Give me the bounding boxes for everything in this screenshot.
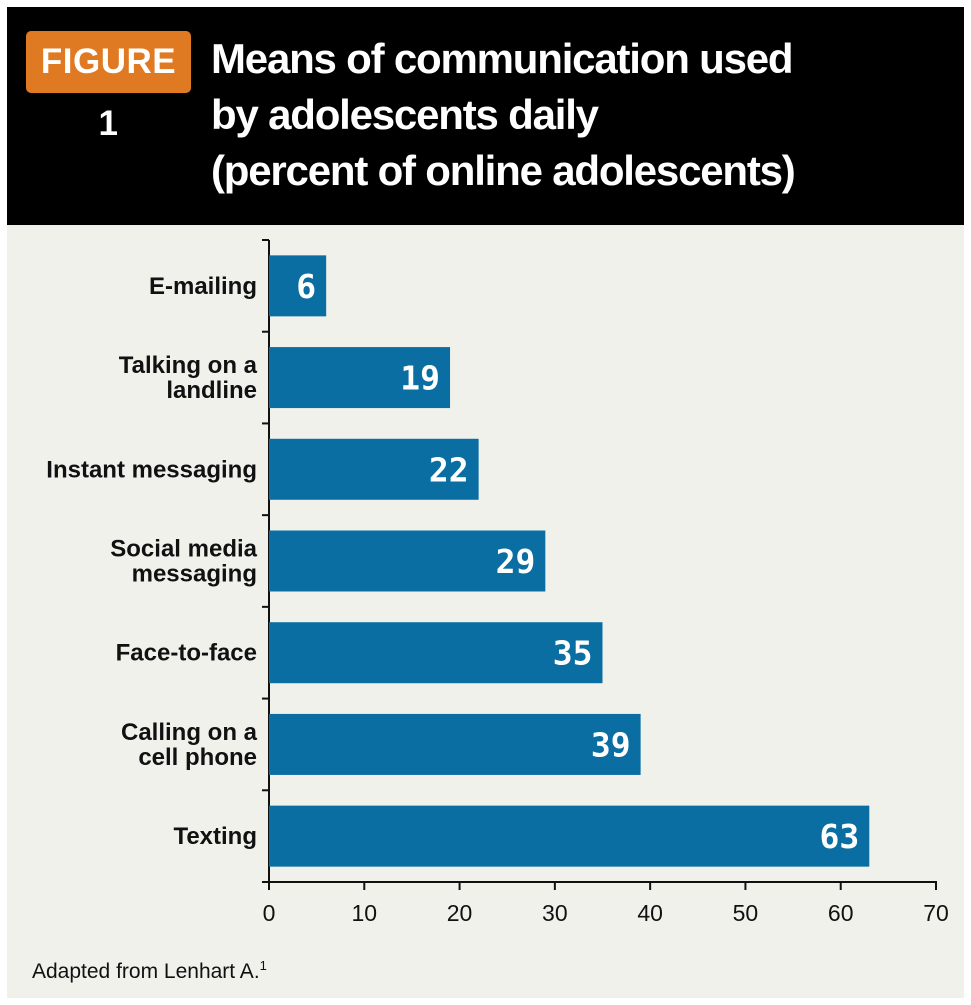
bar: [269, 713, 641, 775]
category-label: Instant messaging: [46, 456, 257, 483]
bar-value-label: 29: [496, 542, 536, 581]
category-label-line: cell phone: [138, 744, 257, 771]
category-label-line: Talking on a: [119, 352, 258, 379]
figure-badge: FIGURE 1: [26, 31, 191, 143]
category-label: E-mailing: [149, 273, 257, 300]
category-label-line: landline: [166, 377, 257, 404]
bar: [269, 622, 603, 684]
bar: [269, 255, 327, 317]
category-label-line: Social media: [110, 536, 257, 563]
bar-value-label: 19: [400, 359, 440, 398]
x-tick-label: 30: [542, 900, 568, 926]
x-tick-label: 50: [733, 900, 759, 926]
bar-value-label: 22: [429, 450, 469, 489]
category-label-line: messaging: [132, 561, 257, 588]
x-tick-label: 60: [828, 900, 854, 926]
category-label: Calling on a cell phone: [121, 719, 258, 771]
bar: [269, 347, 451, 409]
category-label: Face-to-face: [116, 640, 257, 667]
bar-value-label: 63: [820, 817, 860, 856]
bar: [269, 438, 479, 500]
x-tick-label: 40: [637, 900, 663, 926]
category-label-line: E-mailing: [149, 273, 257, 300]
bar-value-label: 35: [553, 634, 593, 673]
figure-title-line: by adolescents daily: [211, 91, 599, 138]
category-label: Texting: [173, 823, 257, 850]
category-label-line: Calling on a: [121, 719, 258, 746]
figure-header: FIGURE 1 Means of communication used by …: [7, 7, 964, 225]
bar-value-label: 6: [296, 267, 316, 306]
figure-title: Means of communication used by adolescen…: [211, 31, 951, 199]
category-label: Social media messaging: [110, 536, 257, 588]
category-label-line: Texting: [173, 823, 257, 850]
source-ref: 1: [259, 958, 267, 973]
bar: [269, 530, 546, 592]
category-label-line: Instant messaging: [46, 456, 257, 483]
x-tick-label: 20: [447, 900, 473, 926]
figure-title-line: Means of communication used: [211, 35, 794, 82]
source-text: Adapted from Lenhart A.: [32, 960, 260, 983]
category-label: Talking on a landline: [119, 352, 258, 404]
x-tick-label: 10: [351, 900, 377, 926]
category-label-line: Face-to-face: [116, 640, 257, 667]
figure-title-line: (percent of online adolescents): [211, 147, 796, 194]
source-note: Adapted from Lenhart A.1: [32, 958, 267, 984]
x-tick-label: 70: [923, 900, 949, 926]
x-tick-label: 0: [263, 900, 276, 926]
figure-frame: FIGURE 1 Means of communication used by …: [7, 7, 964, 998]
bar-value-label: 39: [591, 725, 631, 764]
bar: [269, 805, 870, 867]
